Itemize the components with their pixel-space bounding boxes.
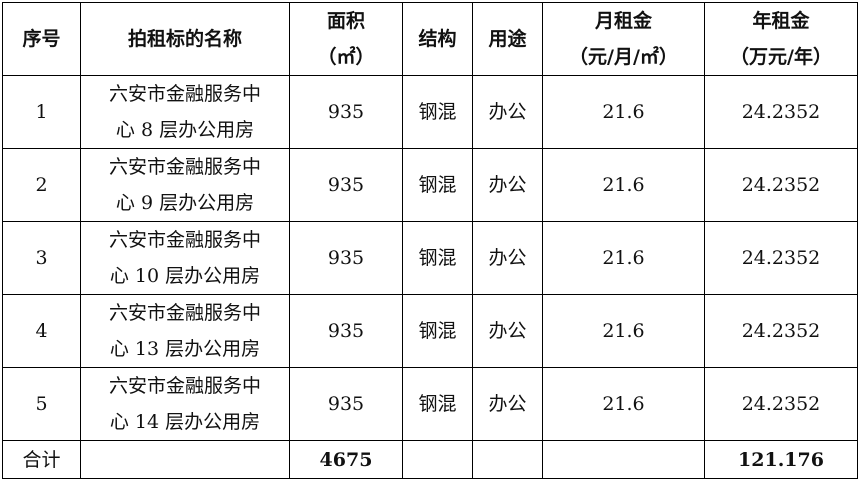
cell-area: 935: [289, 75, 403, 149]
cell-name-line2: 心 9 层办公用房: [115, 192, 255, 214]
cell-annual: 24.2352: [704, 75, 858, 149]
cell-monthly: 21.6: [542, 148, 705, 222]
cell-name-line2: 心 10 层办公用房: [109, 265, 261, 287]
cell-structure: 钢混: [402, 221, 473, 295]
header-area-line1: 面积: [326, 10, 365, 32]
cell-annual: 24.2352: [704, 148, 858, 222]
cell-name-line2: 心 14 层办公用房: [109, 411, 261, 433]
table-row: 4 六安市金融服务中心 13 层办公用房 935 钢混 办公 21.6 24.2352: [2, 294, 858, 368]
header-area-unit: （㎡）: [317, 46, 375, 68]
cell-use: 办公: [472, 294, 543, 368]
cell-name: 六安市金融服务中心 13 层办公用房: [80, 294, 290, 368]
cell-structure: 钢混: [402, 148, 473, 222]
cell-name: 六安市金融服务中心 8 层办公用房: [80, 75, 290, 149]
cell-monthly: 21.6: [542, 367, 705, 441]
cell-annual: 24.2352: [704, 367, 858, 441]
cell-area: 935: [289, 294, 403, 368]
cell-index: 3: [2, 221, 81, 295]
cell-index: 5: [2, 367, 81, 441]
total-label: 合计: [2, 440, 81, 479]
total-empty: [402, 440, 473, 479]
header-structure: 结构: [402, 2, 473, 76]
cell-name-line1: 六安市金融服务中: [108, 156, 261, 178]
cell-index: 2: [2, 148, 81, 222]
cell-use: 办公: [472, 367, 543, 441]
total-empty: [472, 440, 543, 479]
cell-name-line1: 六安市金融服务中: [108, 229, 261, 251]
cell-structure: 钢混: [402, 294, 473, 368]
cell-use: 办公: [472, 75, 543, 149]
cell-name: 六安市金融服务中心 10 层办公用房: [80, 221, 290, 295]
cell-use: 办公: [472, 148, 543, 222]
header-annual-unit: （万元/年）: [730, 46, 832, 68]
header-name: 拍租标的名称: [80, 2, 290, 76]
total-annual: 121.176: [704, 440, 858, 479]
header-monthly-line1: 月租金: [594, 10, 652, 32]
cell-use: 办公: [472, 221, 543, 295]
cell-name-line1: 六安市金融服务中: [108, 83, 261, 105]
table-row: 1 六安市金融服务中心 8 层办公用房 935 钢混 办公 21.6 24.2352: [2, 75, 858, 149]
header-annual: 年租金 （万元/年）: [704, 2, 858, 76]
cell-annual: 24.2352: [704, 221, 858, 295]
table-row: 2 六安市金融服务中心 9 层办公用房 935 钢混 办公 21.6 24.2352: [2, 148, 858, 222]
cell-name-line1: 六安市金融服务中: [108, 375, 261, 397]
cell-area: 935: [289, 221, 403, 295]
cell-structure: 钢混: [402, 367, 473, 441]
table-row: 3 六安市金融服务中心 10 层办公用房 935 钢混 办公 21.6 24.2352: [2, 221, 858, 295]
header-annual-line1: 年租金: [752, 10, 810, 32]
cell-name-line1: 六安市金融服务中: [108, 302, 261, 324]
cell-name-line2: 心 8 层办公用房: [115, 119, 255, 141]
cell-index: 1: [2, 75, 81, 149]
cell-monthly: 21.6: [542, 75, 705, 149]
cell-name: 六安市金融服务中心 14 层办公用房: [80, 367, 290, 441]
cell-area: 935: [289, 367, 403, 441]
cell-annual: 24.2352: [704, 294, 858, 368]
header-area: 面积 （㎡）: [289, 2, 403, 76]
cell-name-line2: 心 13 层办公用房: [109, 338, 261, 360]
cell-name: 六安市金融服务中心 9 层办公用房: [80, 148, 290, 222]
header-monthly-unit: （元/月/㎡）: [569, 46, 678, 68]
header-row: 序号 拍租标的名称 面积 （㎡） 结构 用途 月租金 （元/月/㎡） 年租金 （万元/…: [2, 2, 858, 76]
total-empty: [542, 440, 705, 479]
cell-index: 4: [2, 294, 81, 368]
total-area: 4675: [289, 440, 403, 479]
header-index: 序号: [2, 2, 81, 76]
cell-monthly: 21.6: [542, 221, 705, 295]
total-empty: [80, 440, 290, 479]
cell-structure: 钢混: [402, 75, 473, 149]
table-row: 5 六安市金融服务中心 14 层办公用房 935 钢混 办公 21.6 24.2352: [2, 367, 858, 441]
header-use: 用途: [472, 2, 543, 76]
cell-area: 935: [289, 148, 403, 222]
cell-monthly: 21.6: [542, 294, 705, 368]
header-monthly: 月租金 （元/月/㎡）: [542, 2, 705, 76]
total-row: 合计 4675 121.176: [2, 440, 858, 479]
